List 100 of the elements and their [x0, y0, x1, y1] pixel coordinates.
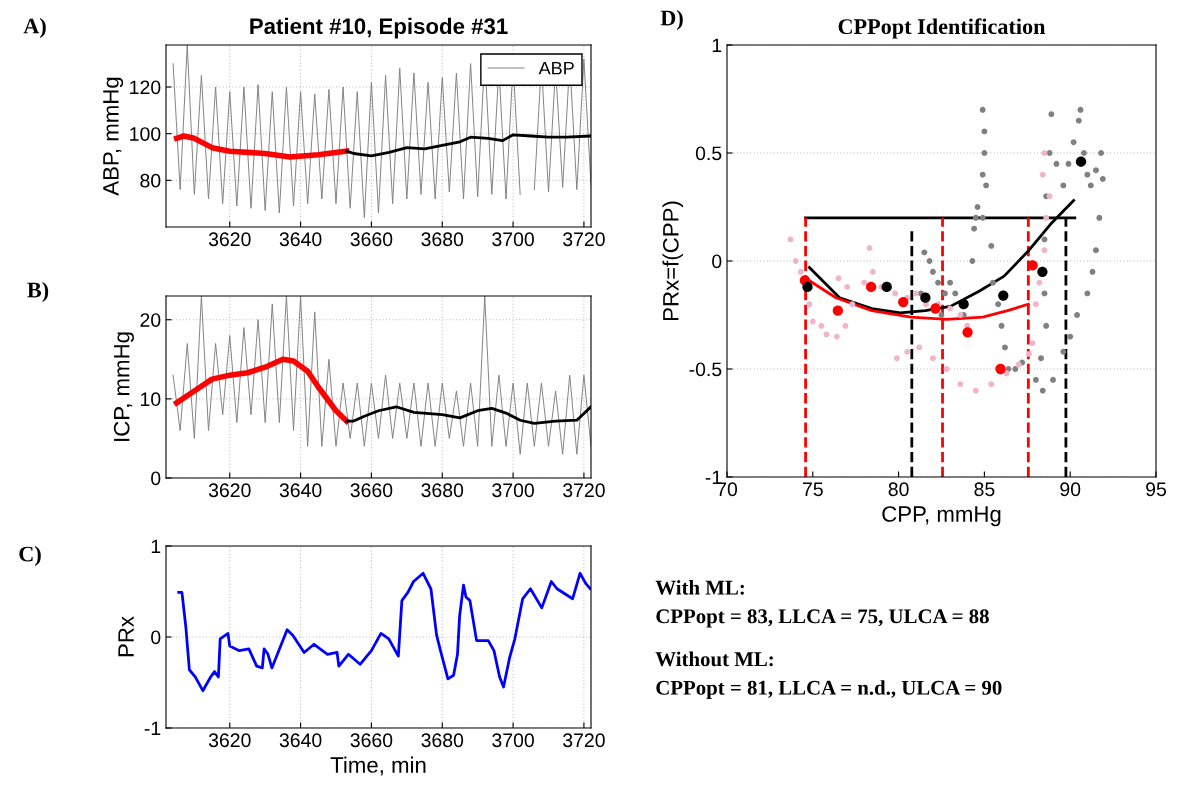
- x-tick-label: 3660: [350, 232, 393, 247]
- point: [1084, 290, 1091, 297]
- x-tick-label: 3660: [350, 483, 393, 498]
- text: CPPopt = 81, LLCA = n.d., ULCA = 90: [656, 680, 1002, 700]
- y-axis-title: PRx=f(CPP): [662, 201, 684, 320]
- y-axis-title: PRx: [118, 616, 134, 657]
- x-tick-label: 75: [802, 482, 823, 497]
- point: [979, 171, 986, 178]
- point: [1048, 111, 1055, 118]
- point: [1012, 366, 1019, 372]
- text: With ML:: [655, 580, 744, 595]
- point: [1002, 344, 1008, 351]
- point: [972, 387, 979, 394]
- y-tick-label: 100: [130, 127, 161, 141]
- point: [792, 258, 799, 264]
- point: [898, 296, 909, 308]
- point: [952, 290, 959, 297]
- y-tick-label: 120: [130, 80, 161, 95]
- point: [1041, 150, 1048, 156]
- point: [1074, 312, 1081, 318]
- point: [1070, 139, 1077, 146]
- x-axis-title: Time, min: [330, 756, 426, 776]
- point: [1037, 266, 1048, 277]
- point: [1038, 355, 1044, 362]
- point: [1046, 150, 1053, 156]
- y-tick-label: 0.5: [695, 146, 722, 161]
- point: [1084, 171, 1091, 178]
- point: [802, 281, 813, 293]
- point: [881, 281, 892, 293]
- point: [1065, 160, 1072, 167]
- x-axis-title: CPP, mmHg: [882, 506, 1001, 527]
- point: [947, 305, 954, 312]
- point: [947, 279, 954, 286]
- point: [809, 318, 816, 325]
- point: [912, 290, 919, 297]
- chart-title: CPPopt Identification: [838, 18, 1046, 39]
- point: [1077, 106, 1084, 113]
- point: [865, 281, 877, 293]
- point: [962, 327, 973, 338]
- point: [929, 355, 936, 362]
- point: [957, 381, 964, 388]
- x-tick-label: 3640: [279, 232, 322, 247]
- point: [1060, 182, 1067, 189]
- x-tick-label: 3660: [350, 733, 393, 748]
- point: [983, 182, 990, 189]
- y-tick-label: 1: [712, 38, 722, 53]
- point: [832, 305, 843, 316]
- point: [916, 344, 923, 351]
- point: [929, 268, 936, 275]
- legend-label: ABP: [538, 61, 574, 75]
- y-tick-label: 0: [712, 254, 722, 269]
- text: A): [23, 17, 46, 39]
- point: [1087, 182, 1094, 189]
- point: [1015, 361, 1022, 368]
- point: [998, 290, 1009, 301]
- x-tick-label: 3720: [563, 483, 605, 498]
- y-tick-label: 0: [151, 471, 161, 486]
- x-tick-label: 3700: [492, 733, 534, 748]
- point: [930, 303, 941, 314]
- point: [1060, 348, 1067, 355]
- point: [921, 249, 928, 256]
- x-tick-label: 80: [888, 482, 909, 497]
- text: D): [660, 9, 683, 31]
- point: [979, 106, 986, 113]
- point: [974, 204, 981, 210]
- point: [1098, 150, 1105, 156]
- point: [842, 322, 849, 329]
- point: [1053, 160, 1060, 167]
- point: [844, 283, 851, 290]
- point: [938, 312, 945, 318]
- x-tick-label: 3720: [563, 232, 605, 247]
- x-tick-label: 3620: [208, 232, 251, 247]
- point: [1041, 236, 1048, 243]
- point: [1036, 279, 1043, 286]
- point: [818, 322, 825, 329]
- point: [849, 301, 856, 308]
- point: [935, 279, 942, 286]
- point: [1067, 333, 1074, 340]
- text: B): [27, 281, 49, 303]
- y-tick-label: -0.5: [689, 362, 722, 377]
- point: [1096, 214, 1103, 221]
- point: [787, 236, 794, 243]
- point: [972, 214, 979, 221]
- y-tick-label: -1: [144, 721, 161, 736]
- line-series: [177, 571, 591, 693]
- x-tick-label: 3640: [279, 483, 322, 498]
- point: [892, 290, 899, 297]
- x-tick-label: 90: [1060, 482, 1081, 497]
- point: [1032, 376, 1039, 383]
- point: [1050, 376, 1056, 383]
- point: [1041, 290, 1048, 297]
- point: [1041, 247, 1048, 254]
- line-series: [172, 296, 591, 455]
- point: [1075, 156, 1087, 167]
- x-tick-label: 95: [1146, 482, 1166, 497]
- point: [1043, 214, 1050, 221]
- x-tick-label: 3680: [421, 232, 464, 247]
- point: [920, 292, 931, 303]
- point: [866, 245, 873, 251]
- point: [988, 381, 995, 388]
